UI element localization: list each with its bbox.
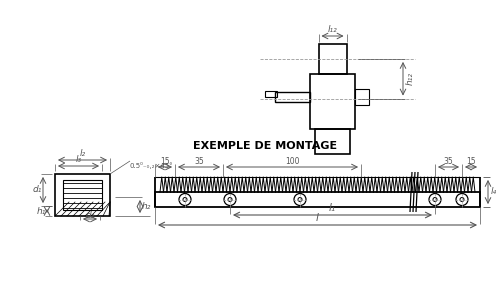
Bar	[55, 174, 110, 216]
Text: EXEMPLE DE MONTAGE: EXEMPLE DE MONTAGE	[193, 141, 337, 151]
Bar	[275, 92, 310, 102]
Text: 35: 35	[444, 157, 454, 165]
Bar	[355, 88, 369, 105]
Text: h₂: h₂	[142, 202, 152, 211]
Bar	[63, 180, 102, 210]
Text: 35: 35	[194, 157, 204, 165]
Bar	[310, 74, 355, 129]
Text: d₂: d₂	[86, 211, 94, 220]
Bar	[315, 129, 350, 154]
Text: l₁₂: l₁₂	[328, 26, 338, 34]
Text: 15: 15	[160, 157, 170, 165]
Bar	[318, 44, 346, 74]
Text: d₁: d₁	[32, 185, 42, 195]
Text: 100: 100	[285, 157, 299, 165]
Text: l₁: l₁	[329, 203, 336, 213]
Text: 0.5⁰₋₀,₂×45°: 0.5⁰₋₀,₂×45°	[130, 162, 174, 169]
Text: l₄: l₄	[491, 188, 497, 196]
Bar	[155, 192, 480, 207]
Text: h₁: h₁	[36, 206, 46, 216]
Bar	[265, 91, 277, 96]
Text: 15: 15	[466, 157, 476, 165]
Text: l: l	[316, 213, 319, 223]
Text: l₃: l₃	[76, 156, 82, 164]
Text: h₁₂: h₁₂	[406, 72, 415, 85]
Text: l₂: l₂	[80, 150, 86, 158]
